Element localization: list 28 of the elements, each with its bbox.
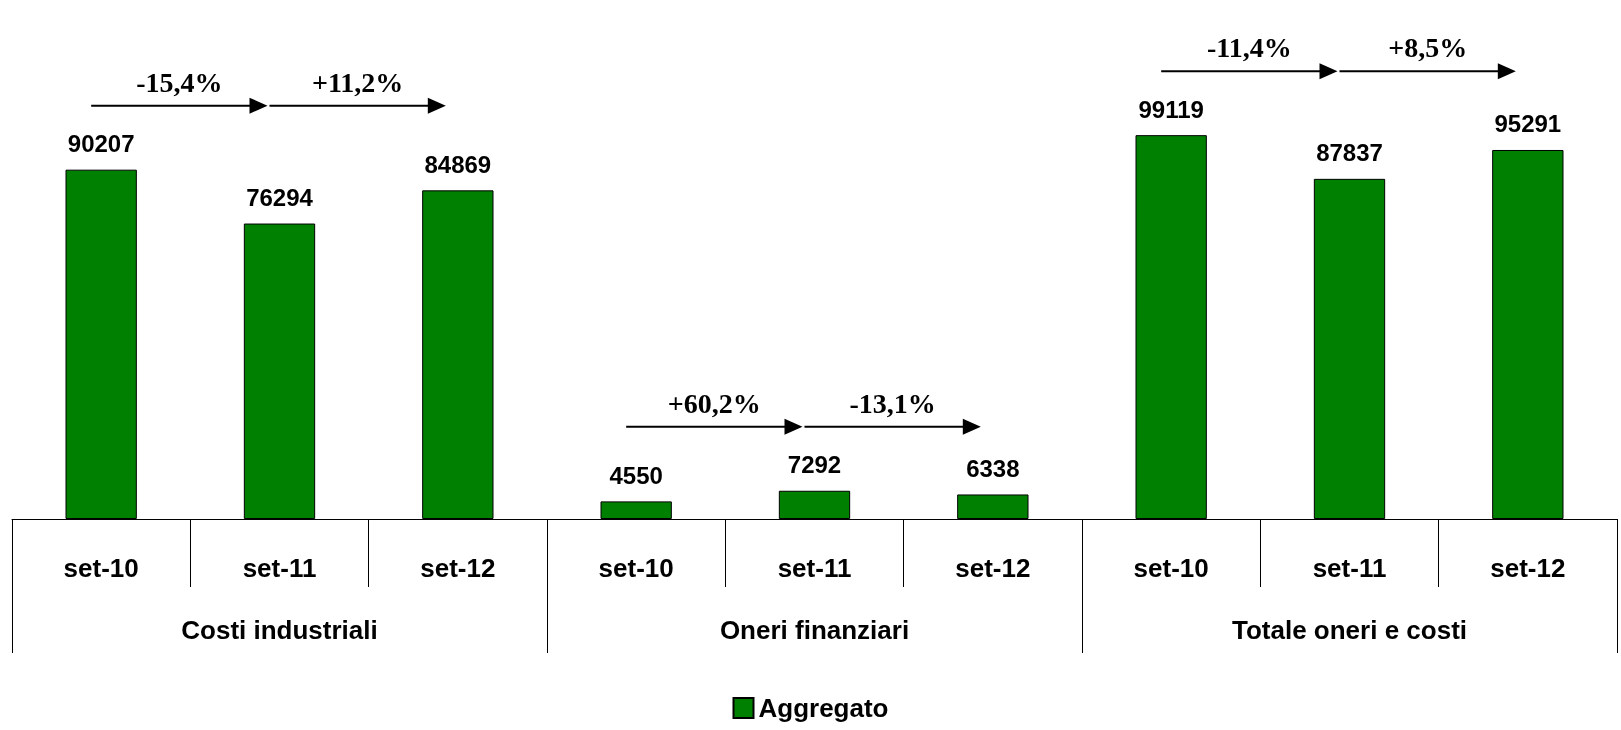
data-label: 87837 [1316,139,1383,167]
x-tick-label: set-11 [777,553,852,583]
x-tick-label: set-10 [598,553,674,583]
text: +8,5% [1388,32,1468,64]
text: +11,2% [311,66,404,98]
data-label: 84869 [424,150,492,178]
data-label: 7292 [787,451,842,479]
data-label: 4550 [609,461,663,489]
text: Costi industriali [181,615,378,645]
data-label: 95291 [1494,110,1562,138]
data-label: 6338 [966,454,1020,482]
x-tick-label: set-12 [1490,553,1566,583]
x-tick-label: set-12 [420,553,496,583]
x-tick-label: set-11 [242,553,317,583]
text: Oneri finanziari [719,615,910,645]
annotation: -13,1% [849,387,936,419]
text: -11,4% [1206,32,1292,64]
x-tick-label: set-11 [1312,553,1387,583]
x-tick-label: set-10 [1133,553,1209,583]
x-tick-label: set-10 [63,553,139,583]
legend-label: Aggregato [758,693,889,723]
data-label: 99119 [1138,95,1204,123]
text: Totale oneri e costi [1231,615,1468,645]
data-label: 76294 [246,184,314,212]
annotation: +60,2% [667,387,761,419]
text: -15,4% [136,66,223,98]
data-label: 90207 [67,130,135,158]
x-tick-label: set-12 [955,553,1031,583]
